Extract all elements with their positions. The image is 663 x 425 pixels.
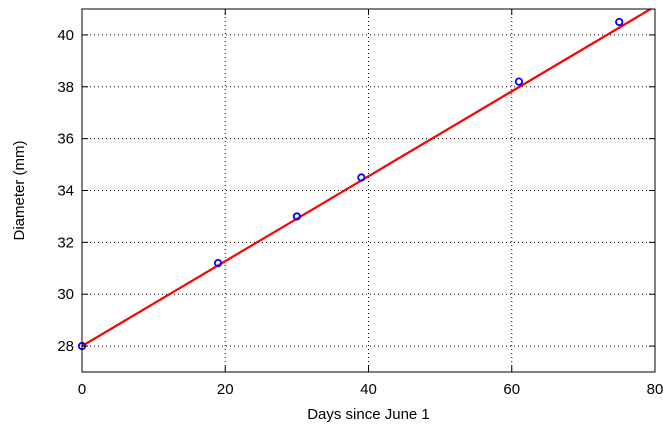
plot-series [77,9,653,351]
x-tick-label: 0 [78,381,86,398]
y-tick-label: 30 [57,286,74,303]
x-axis-label: Days since June 1 [307,406,430,423]
axis-ticks: 0 20 40 60 80 28 30 32 34 36 38 40 [57,9,663,398]
grid [82,9,655,372]
y-tick-label: 28 [57,338,74,355]
x-tick-label: 60 [503,381,520,398]
y-tick-label: 34 [57,183,74,200]
x-tick-label: 40 [360,381,377,398]
y-tick-label: 36 [57,131,74,148]
data-point [292,212,301,221]
data-point [615,17,624,27]
data-point [213,258,223,268]
y-tick-label: 32 [57,234,74,251]
y-tick-label: 38 [57,79,74,96]
y-tick-label: 40 [57,27,74,44]
y-axis-label: Diameter (mm) [11,140,28,240]
x-tick-label: 80 [647,381,663,398]
x-tick-label: 20 [217,381,234,398]
data-point [514,77,524,86]
fit-line [82,9,653,348]
data-point [357,173,366,182]
